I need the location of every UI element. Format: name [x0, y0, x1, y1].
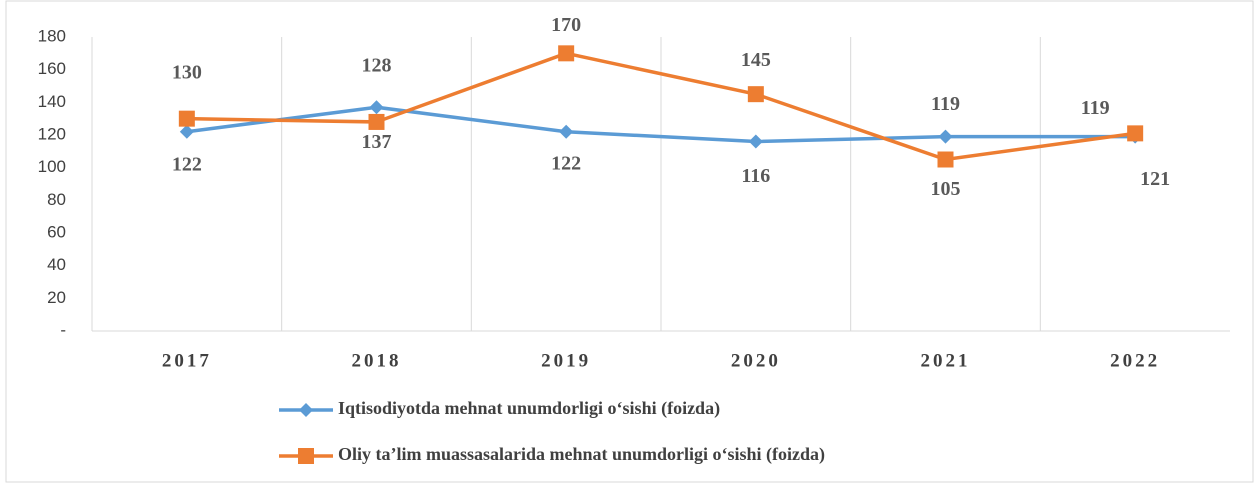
y-tick-label: 180 [38, 26, 66, 45]
data-label: 105 [931, 178, 961, 200]
x-tick-label: 2022 [1110, 350, 1160, 371]
x-tick-label: 2017 [162, 350, 212, 371]
data-point [938, 129, 953, 144]
legend-label: Oliy ta’lim muassasalarida mehnat unumdo… [338, 444, 825, 465]
data-label: 119 [1081, 97, 1110, 119]
data-point [368, 113, 385, 130]
x-tick-label: 2021 [921, 350, 971, 371]
data-label: 128 [362, 55, 392, 77]
data-label: 122 [551, 152, 581, 174]
series-line [186, 105, 1136, 144]
data-point [558, 45, 575, 62]
data-point [559, 124, 574, 139]
series-line [186, 51, 1136, 162]
legend-marker [298, 448, 314, 464]
data-label: 130 [172, 61, 202, 83]
data-label: 145 [741, 49, 771, 71]
y-tick-label: 40 [47, 255, 66, 274]
data-label: 116 [741, 165, 770, 187]
data-point [748, 134, 763, 149]
y-tick-label: 20 [47, 288, 66, 307]
data-label: 137 [362, 131, 392, 153]
x-tick-label: 2020 [731, 350, 781, 371]
legend-label: Iqtisodiyotda mehnat unumdorligi o‘sishi… [338, 398, 720, 419]
y-tick-label: 160 [38, 59, 66, 78]
data-label: 121 [1140, 168, 1170, 190]
data-point [369, 100, 384, 115]
data-label: 170 [551, 14, 581, 36]
x-tick-label: 2019 [541, 350, 591, 371]
data-point [937, 151, 954, 168]
y-tick-label: 120 [38, 124, 66, 143]
x-tick-label: 2018 [352, 350, 402, 371]
y-tick-label: 100 [38, 157, 66, 176]
chart-frame [5, 0, 1254, 483]
data-point [747, 86, 764, 103]
legend-marker [299, 403, 313, 417]
data-point [178, 110, 195, 127]
y-tick-label: - [60, 320, 66, 339]
y-tick-label: 80 [47, 190, 66, 209]
data-label: 119 [931, 93, 960, 115]
data-point [179, 124, 194, 139]
data-label: 122 [172, 153, 202, 175]
y-tick-label: 140 [38, 92, 66, 111]
y-tick-label: 60 [47, 222, 66, 241]
data-point [1127, 125, 1144, 142]
